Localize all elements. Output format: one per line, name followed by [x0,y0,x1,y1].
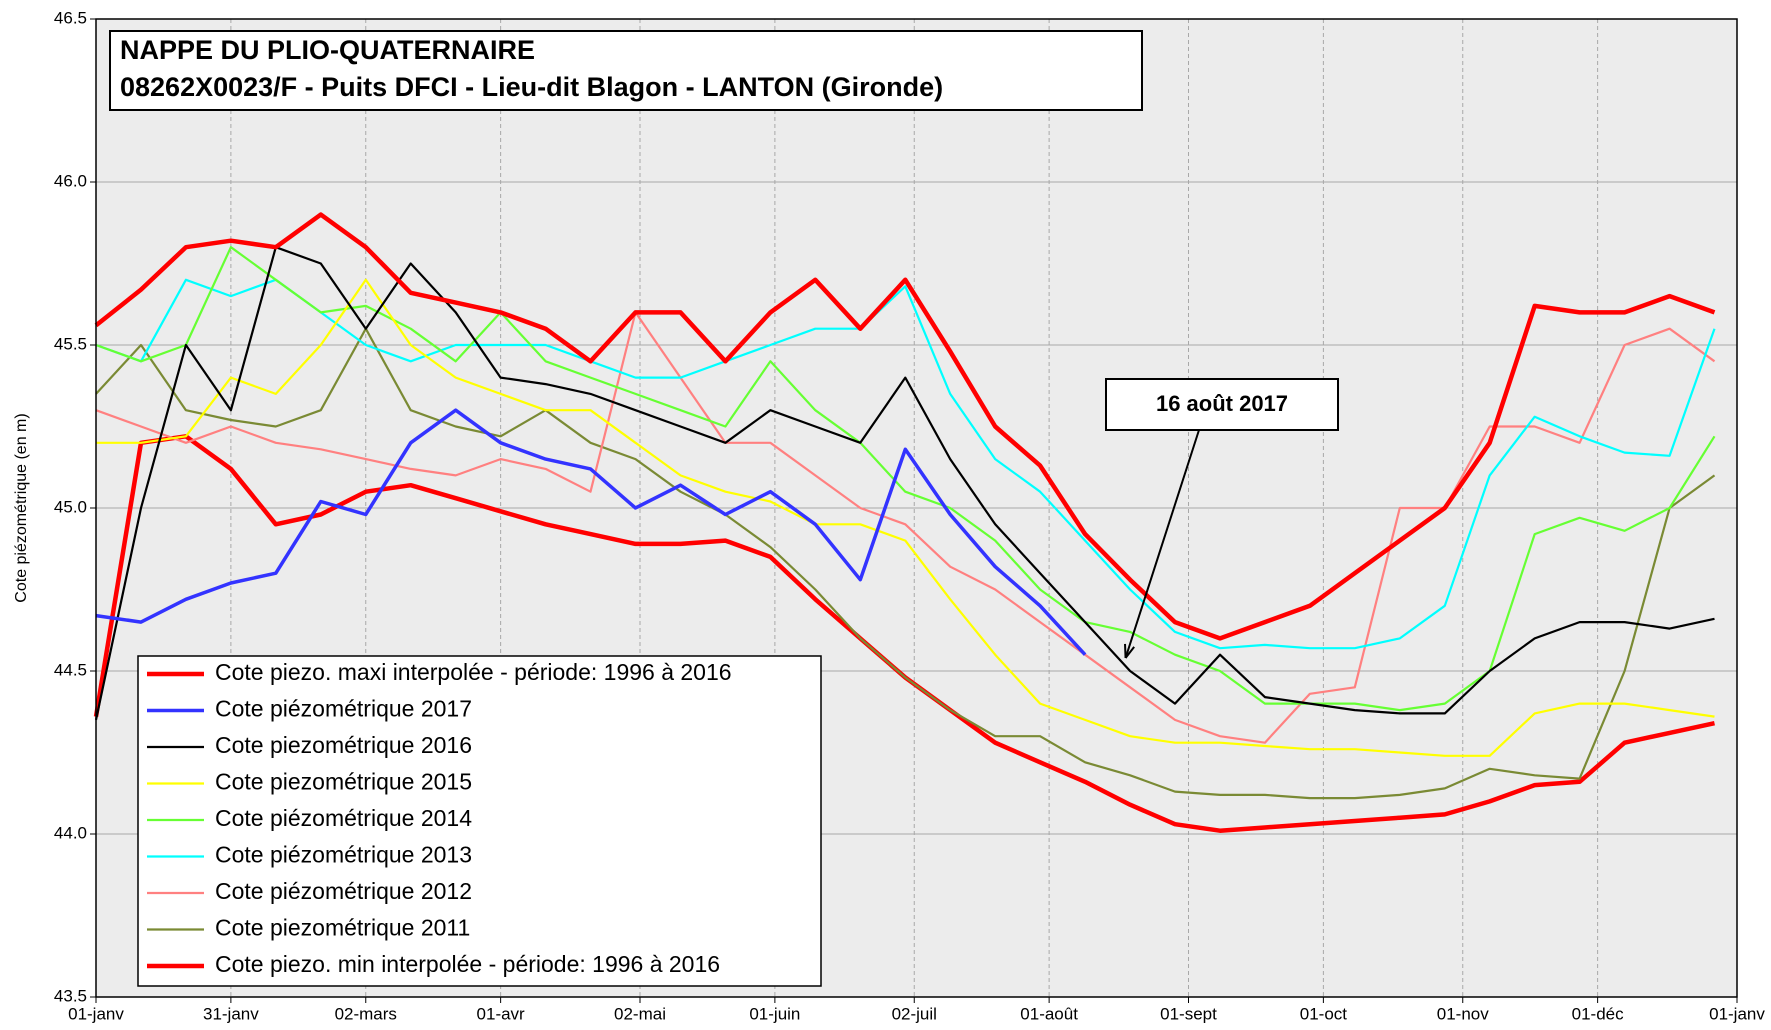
legend-label: Cote piezo. maxi interpolée - période: 1… [215,659,732,685]
lines [93,212,1716,833]
legend-label: Cote piézométrique 2017 [215,696,472,722]
y-tick-label: 44.5 [54,660,87,679]
series-line [96,278,1715,757]
y-axis-label: Cote piézométrique (en m) [13,413,30,602]
legend [137,655,822,987]
y-tick-label: 45.0 [54,497,87,516]
y-tick-label: 46.5 [54,8,87,27]
y-tick-label: 43.5 [54,986,87,1005]
series-line [94,246,1715,721]
series-line [95,246,1716,712]
legend-label: Cote piézométrique 2014 [215,805,472,831]
x-tick-label: 01-janv [68,1004,124,1023]
annotation-arrowhead [1124,643,1135,659]
title-box [109,30,1143,111]
x-tick-label: 01-nov [1437,1004,1489,1023]
x-tick-label: 02-mars [335,1004,397,1023]
x-tick-label: 01-juin [749,1004,800,1023]
legend-label: Cote piézométrique 2012 [215,878,472,904]
series-line [94,212,1716,641]
x-tick-label: 01-oct [1300,1004,1348,1023]
y-tick-label: 44.0 [54,823,87,842]
annotation-text: 16 août 2017 [1156,391,1288,416]
x-tick-label: 01-sept [1160,1004,1217,1023]
x-tick-label: 01-janv [1709,1004,1765,1023]
chart-title: NAPPE DU PLIO-QUATERNAIRE [120,35,535,65]
legend-label: Cote piézométrique 2013 [215,842,472,868]
series-line [95,278,1716,650]
legend-label: Cote piezométrique 2015 [215,769,472,795]
x-tick-label: 01-avr [477,1004,526,1023]
legend-items: Cote piezo. maxi interpolée - période: 1… [147,659,732,977]
y-tick-label: 46.0 [54,171,87,190]
x-tick-label: 02-juil [892,1004,937,1023]
x-tick-label: 31-janv [203,1004,259,1023]
x-tick-label: 01-déc [1572,1004,1624,1023]
annotation-arrow [1124,429,1200,659]
chart-subtitle: 08262X0023/F - Puits DFCI - Lieu-dit Bla… [120,72,943,102]
series-line [95,408,1087,656]
legend-label: Cote piezométrique 2016 [215,732,472,758]
x-tick-label: 02-mai [614,1004,666,1023]
legend-label: Cote piezo. min interpolée - période: 19… [215,951,720,977]
annotation: 16 août 2017 [1105,378,1339,659]
legend-label: Cote piezométrique 2011 [215,915,470,941]
x-tick-label: 01-août [1020,1004,1078,1023]
annotation-box [1105,378,1339,431]
y-tick-label: 45.5 [54,334,87,353]
